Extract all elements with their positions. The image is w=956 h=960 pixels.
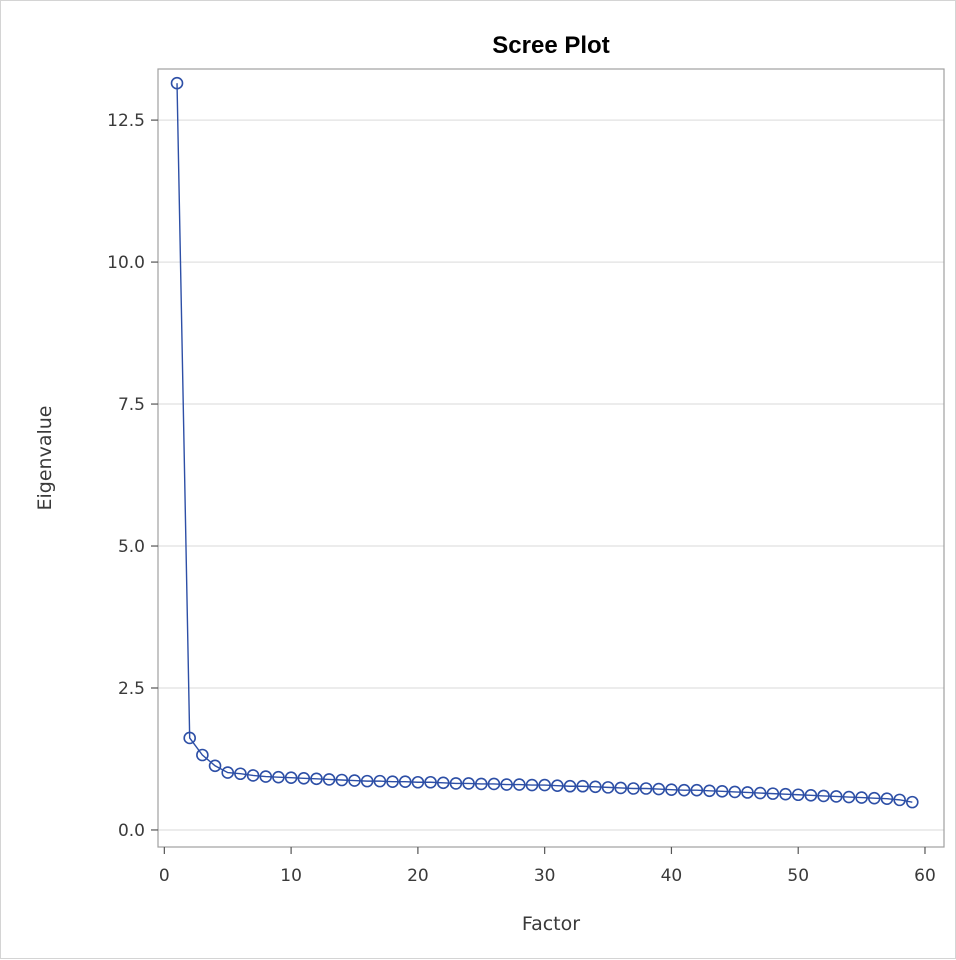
data-point (310, 772, 323, 786)
y-tick-label: 7.5 (118, 395, 145, 415)
data-point (639, 782, 653, 795)
series-line (176, 83, 913, 803)
data-point (614, 781, 628, 795)
x-tick-label: 10 (280, 866, 302, 886)
data-point (360, 774, 374, 788)
data-point (728, 785, 742, 799)
x-tick-label: 30 (534, 866, 556, 886)
data-point (867, 791, 881, 805)
data-point (690, 783, 704, 797)
data-point (601, 781, 615, 794)
y-tick-label: 2.5 (118, 679, 145, 699)
data-point (804, 789, 818, 802)
data-point (500, 778, 513, 791)
data-point (335, 773, 349, 787)
data-point (170, 76, 184, 90)
x-tick-label: 0 (159, 866, 170, 886)
data-point (906, 795, 919, 809)
data-point (563, 779, 577, 793)
data-point (880, 792, 894, 806)
y-axis: 0.0 2.5 5.0 7.5 10.0 12.5 (107, 111, 158, 841)
gridlines (158, 119, 944, 831)
data-point (817, 789, 830, 803)
x-axis-label: Factor (522, 913, 580, 935)
data-point (284, 771, 298, 785)
plot-area-border (157, 68, 945, 848)
data-point (665, 783, 678, 796)
data-point (627, 782, 640, 795)
data-point (234, 767, 247, 781)
data-point (741, 786, 754, 799)
data-point (259, 770, 273, 783)
data-point (766, 787, 780, 800)
data-point (855, 791, 868, 804)
y-tick-label: 0.0 (118, 821, 145, 841)
data-point (779, 787, 792, 801)
chart-title: Scree Plot (492, 32, 609, 59)
y-tick-label: 10.0 (107, 253, 145, 273)
data-point (424, 775, 437, 789)
data-point (474, 777, 488, 791)
data-point (196, 748, 209, 762)
data-point (487, 777, 501, 791)
data-point (652, 782, 666, 796)
data-point (703, 784, 716, 798)
y-axis-label: Eigenvalue (34, 406, 56, 511)
x-tick-label: 50 (787, 866, 809, 886)
data-point (462, 777, 475, 790)
data-point (576, 779, 589, 793)
data-point (373, 774, 387, 788)
data-point (791, 788, 805, 802)
data-point (411, 775, 425, 789)
data-point (246, 769, 260, 782)
data-point (829, 790, 843, 803)
data-point (436, 776, 450, 790)
x-tick-label: 20 (407, 866, 429, 886)
y-tick-label: 12.5 (107, 111, 145, 131)
data-point (272, 770, 285, 784)
data-point (513, 778, 526, 791)
data-point (551, 779, 564, 792)
data-point (842, 790, 856, 804)
data-point (348, 774, 361, 787)
data-point (183, 731, 196, 745)
data-point (538, 778, 551, 792)
data-point (449, 777, 463, 790)
data-point (322, 773, 336, 786)
data-point (297, 771, 311, 785)
x-tick-label: 40 (661, 866, 683, 886)
data-point (589, 780, 602, 794)
data-point (525, 778, 539, 792)
y-tick-label: 5.0 (118, 537, 145, 557)
data-point (677, 783, 691, 797)
x-axis: 0 10 20 30 40 50 60 (159, 847, 936, 886)
data-point (715, 785, 729, 798)
x-tick-label: 60 (914, 866, 936, 886)
data-point (208, 759, 222, 773)
eigenvalue-series (170, 76, 919, 809)
data-point (221, 766, 235, 779)
data-point (753, 786, 767, 800)
data-point (893, 793, 906, 807)
data-point (398, 775, 412, 788)
data-point (386, 775, 399, 788)
